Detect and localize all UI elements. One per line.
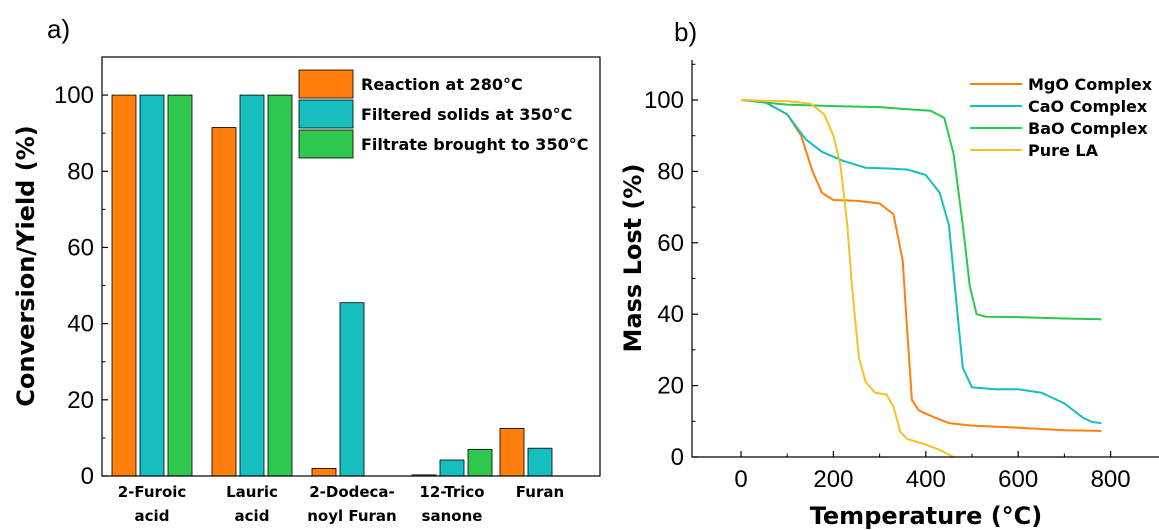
category-label: Furan: [516, 483, 564, 501]
legend-label: Reaction at 280°C: [361, 75, 523, 94]
bar-2-1: [139, 94, 165, 477]
panel-b-x-axis-label: Temperature (°C): [810, 502, 1043, 530]
bar-3-4: [467, 448, 493, 477]
series-line-3: [740, 99, 1102, 321]
bar-2-2: [239, 94, 265, 477]
x-tick-label: 200: [813, 466, 853, 493]
bar-1-2: [211, 127, 237, 477]
y-tick-label: 100: [54, 82, 94, 109]
panel-a-frame: [101, 56, 601, 477]
y-tick-label: 0: [671, 444, 684, 471]
legend-label: CaO Complex: [1028, 97, 1148, 116]
y-tick-label: 40: [657, 301, 684, 328]
bar-1-3: [311, 467, 337, 477]
panel-a-bar-chart: 0 20 40 60 80 100 2-Furoic acid Lauric acid 2-Dode…: [54, 56, 588, 525]
category-label: acid: [235, 507, 270, 525]
y-tick-label: 60: [657, 230, 684, 257]
x-tick-label: 600: [998, 466, 1038, 493]
category-label: sanone: [422, 507, 483, 525]
y-tick-label: 60: [67, 234, 94, 261]
x-tick-label: 0: [734, 466, 747, 493]
panel-b-label: b): [674, 17, 697, 47]
category-label: Lauric: [226, 483, 278, 501]
x-tick-label: 400: [906, 466, 946, 493]
legend-swatch: [298, 99, 354, 129]
category-label: noyl Furan: [307, 507, 397, 525]
category-label: 2-Dodeca-: [309, 483, 395, 501]
category-label: 12-Trico: [419, 483, 484, 501]
bar-3-1: [167, 94, 193, 477]
panel-b-line-chart: 0 20 40 60 80 100 0 200 400 600 800 MgO Complex CaO …: [644, 63, 1153, 493]
category-label: 2-Furoic: [118, 483, 187, 501]
y-tick-label: 40: [67, 311, 94, 338]
panel-a-label: a): [47, 14, 70, 44]
bar-1-5: [499, 427, 525, 477]
legend-swatch: [298, 69, 354, 99]
panel-b-frame: [691, 60, 1159, 458]
legend-label: Filtrate brought to 350°C: [361, 135, 588, 154]
series-line-2: [740, 99, 1102, 425]
y-tick-label: 80: [67, 158, 94, 185]
y-tick-label: 80: [657, 158, 684, 185]
bar-2-4: [439, 459, 465, 477]
legend-label: Pure LA: [1028, 141, 1099, 160]
panel-a-y-axis-label: Conversion/Yield (%): [12, 125, 40, 406]
bar-3-2: [267, 94, 293, 477]
y-tick-label: 20: [657, 373, 684, 400]
series-line-1: [740, 99, 1102, 432]
legend-label: BaO Complex: [1028, 119, 1148, 138]
y-tick-label: 100: [644, 87, 684, 114]
category-label: acid: [135, 507, 170, 525]
legend-swatch: [298, 129, 354, 159]
bar-2-5: [527, 447, 553, 477]
y-tick-label: 20: [67, 387, 94, 414]
legend-label: MgO Complex: [1028, 75, 1153, 94]
series-line-4: [740, 99, 954, 458]
legend-label: Filtered solids at 350°C: [361, 105, 572, 124]
y-tick-label: 0: [81, 463, 94, 490]
bar-2-3: [339, 302, 365, 477]
bar-1-1: [111, 94, 137, 477]
panel-b-y-axis-label: Mass Lost (%): [619, 164, 647, 353]
x-tick-label: 800: [1091, 466, 1131, 493]
